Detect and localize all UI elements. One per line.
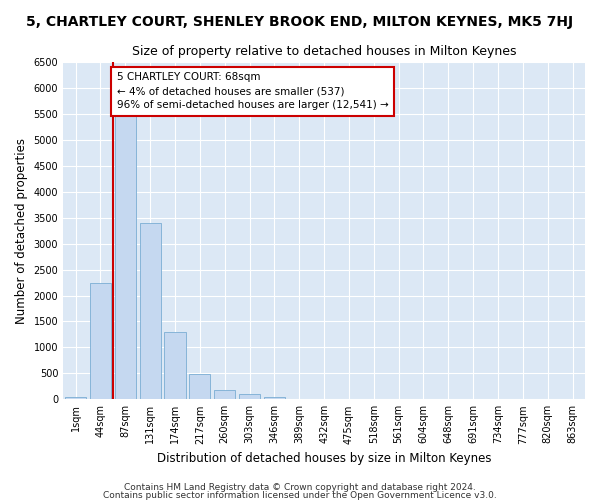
Bar [264,396,285,400]
Bar [164,332,185,400]
Text: 5 CHARTLEY COURT: 68sqm
← 4% of detached houses are smaller (537)
96% of semi-de: 5 CHARTLEY COURT: 68sqm ← 4% of detached… [116,72,388,110]
Bar [65,396,86,400]
Text: 5, CHARTLEY COURT, SHENLEY BROOK END, MILTON KEYNES, MK5 7HJ: 5, CHARTLEY COURT, SHENLEY BROOK END, MI… [26,15,574,29]
X-axis label: Distribution of detached houses by size in Milton Keynes: Distribution of detached houses by size … [157,452,491,465]
Bar [115,116,136,400]
Bar [140,223,161,400]
Y-axis label: Number of detached properties: Number of detached properties [15,138,28,324]
Text: Contains HM Land Registry data © Crown copyright and database right 2024.: Contains HM Land Registry data © Crown c… [124,483,476,492]
Bar [90,282,111,400]
Bar [214,390,235,400]
Title: Size of property relative to detached houses in Milton Keynes: Size of property relative to detached ho… [132,45,517,58]
Bar [239,394,260,400]
Text: Contains public sector information licensed under the Open Government Licence v3: Contains public sector information licen… [103,490,497,500]
Bar [189,374,211,400]
